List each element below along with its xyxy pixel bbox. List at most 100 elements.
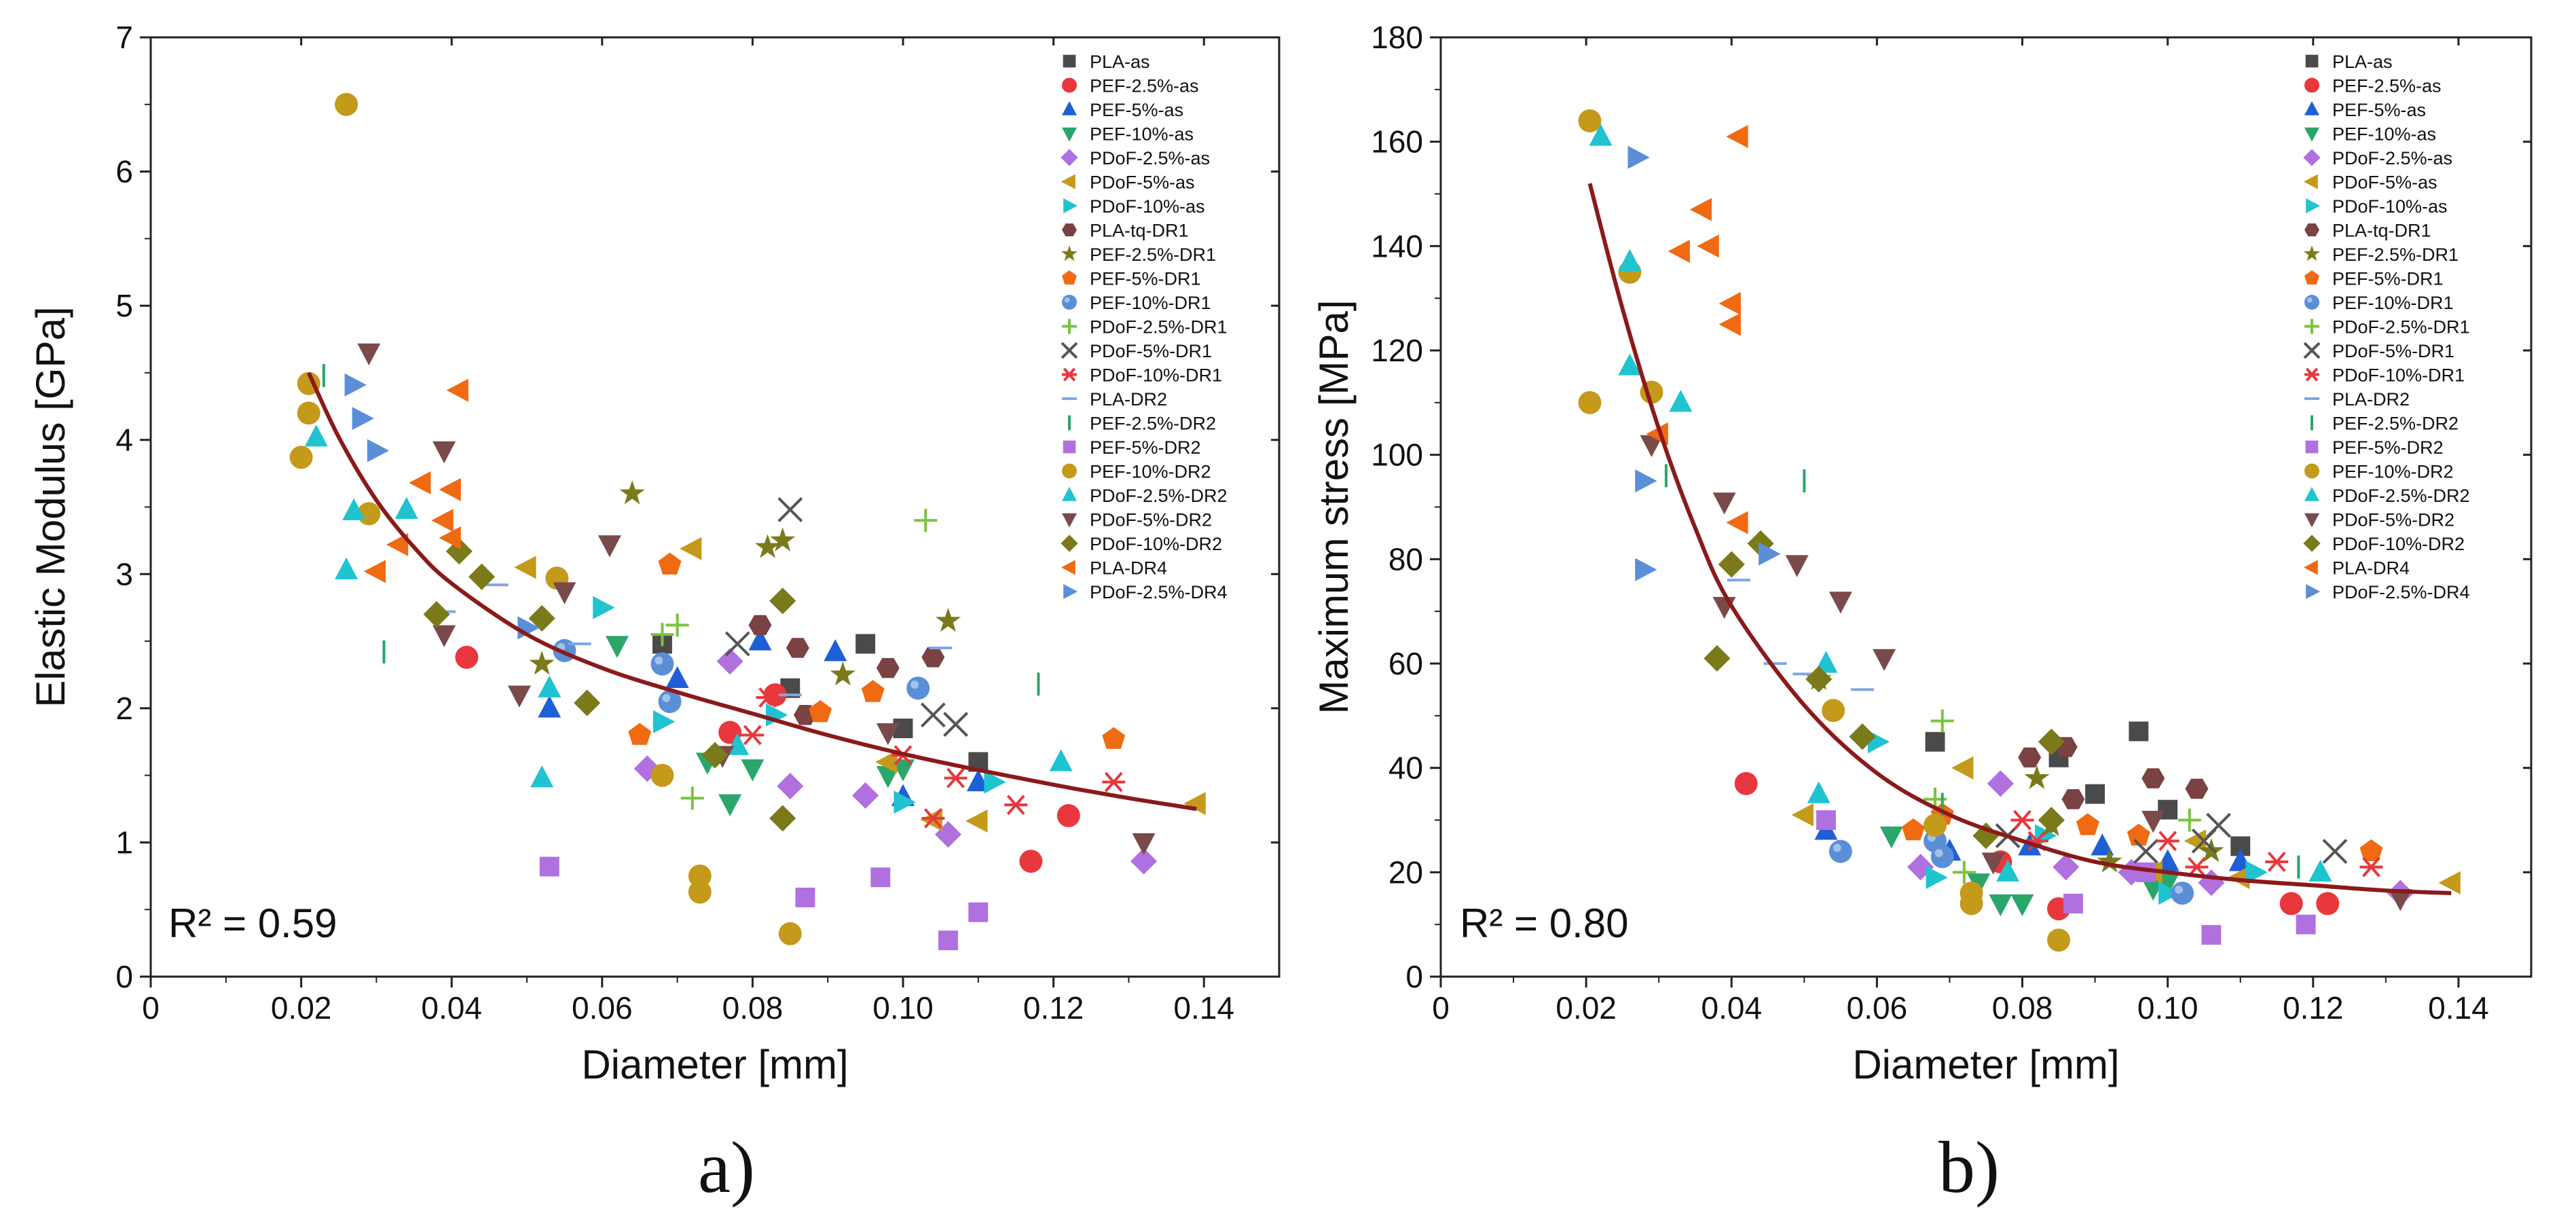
data-point [335, 557, 358, 579]
legend-label: PDoF-10%-as [1090, 196, 1205, 217]
data-point [777, 497, 803, 522]
data-point [2158, 882, 2181, 905]
legend-label: PDoF-10%-as [2332, 196, 2448, 217]
legend-marker [1062, 513, 1077, 528]
data-point [538, 695, 562, 718]
series-pdof-5pct-dr2 [1640, 435, 2412, 911]
legend-label: PDoF-5%-DR1 [1090, 341, 1212, 361]
y-tick-label: 2 [115, 691, 133, 726]
data-point [1951, 756, 1974, 780]
legend-marker [1062, 463, 1077, 479]
data-point [2389, 889, 2412, 911]
data-point [386, 532, 409, 556]
data-point [593, 596, 615, 619]
series-pef-2-5pct-dr2 [322, 363, 1040, 696]
y-tick-label: 7 [115, 20, 133, 55]
legend-label: PEF-2.5%-DR2 [1090, 414, 1216, 434]
data-point [876, 723, 900, 746]
x-tick-label: 0.04 [421, 990, 482, 1026]
data-point [1102, 772, 1126, 793]
data-point [1669, 390, 1693, 412]
data-point [921, 808, 945, 829]
data-point [944, 767, 968, 789]
data-point [2053, 854, 2080, 881]
data-point [1805, 666, 1833, 693]
series-pla-dr4 [363, 378, 468, 583]
data-point [628, 723, 652, 745]
data-point-highlight [1833, 844, 1841, 852]
data-point [921, 647, 945, 668]
data-point [2129, 721, 2149, 742]
legend-label: PEF-10%-DR2 [2332, 462, 2454, 482]
series-pef-5pct-dr1 [628, 552, 1126, 749]
data-point [769, 587, 796, 615]
data-point [1718, 551, 1745, 578]
legend-label: PEF-10%-DR1 [2332, 293, 2454, 313]
legend-label: PDoF-5%-DR2 [1090, 510, 1212, 530]
series-pdof-2-5pct-dr1 [650, 509, 938, 810]
y-tick-label: 1 [115, 825, 133, 860]
data-point [2076, 813, 2099, 835]
data-point [2308, 859, 2332, 882]
legend-label: PDoF-5%-as [2332, 173, 2437, 193]
y-tick-label: 40 [1388, 750, 1423, 786]
data-point [605, 636, 629, 658]
legend-label: PDoF-10%-DR2 [2332, 534, 2465, 554]
legend-marker [1062, 486, 1077, 501]
data-point [2322, 839, 2348, 865]
data-point [446, 378, 468, 402]
data-point [2061, 789, 2085, 810]
data-point [2063, 893, 2083, 913]
data-point [1019, 850, 1043, 873]
data-point [2316, 892, 2340, 916]
data-point [701, 742, 729, 769]
data-point [289, 446, 313, 469]
data-point [2091, 833, 2114, 856]
data-point [597, 535, 621, 558]
x-tick-label: 0.06 [1847, 990, 1908, 1026]
data-point [2038, 806, 2065, 834]
data-point [1726, 124, 1748, 148]
data-point [1814, 651, 1838, 673]
legend-marker [2303, 560, 2318, 575]
data-point [652, 710, 676, 733]
data-point [1987, 770, 2014, 797]
legend-label: PEF-10%-as [2332, 124, 2436, 145]
series-pef-10pct-dr1 [1828, 829, 2194, 905]
data-point [688, 880, 712, 904]
data-point [1635, 558, 1657, 581]
data-point [423, 601, 450, 628]
legend-label: PDoF-10%-DR1 [1090, 365, 1222, 386]
legend-label: PEF-2.5%-DR1 [1090, 244, 1216, 265]
legend-marker [1061, 245, 1078, 261]
y-tick-label: 4 [115, 422, 133, 458]
y-tick-label: 180 [1371, 20, 1423, 55]
x-tick-label: 0.12 [2283, 990, 2344, 1026]
legend-label: PLA-as [2332, 52, 2393, 72]
series-pdof-2-5pct-dr1 [1924, 709, 2201, 884]
data-point [2184, 829, 2207, 853]
data-point [2141, 810, 2165, 833]
data-point [2279, 892, 2303, 916]
data-point [297, 401, 320, 425]
data-point [741, 759, 765, 782]
legend-label: PEF-2.5%-DR1 [2332, 244, 2459, 265]
data-point [1712, 492, 1736, 515]
data-point [2245, 860, 2268, 884]
data-point [680, 786, 704, 810]
legend-marker [1063, 54, 1076, 68]
series-pdof-10pct-dr2 [1704, 530, 2065, 850]
x-tick-label: 0.14 [2428, 990, 2489, 1026]
legend-label: PEF-5%-as [2332, 100, 2426, 120]
x-tick-label: 0.04 [1701, 990, 1763, 1026]
legend-marker-highlight [1064, 297, 1070, 303]
series-pdof-10pct-dr1 [741, 687, 1126, 829]
legend-marker [2303, 174, 2318, 189]
data-point [1627, 145, 1650, 169]
data-point [2359, 856, 2383, 877]
legend-marker [2304, 127, 2319, 142]
data-point [1828, 839, 1852, 863]
legend: PLA-as PEF-2.5%-as PEF-5%-as PEF-10%-as PDoF… [1061, 52, 1228, 602]
data-point [1828, 592, 1852, 614]
r-squared-annotation: R² = 0.59 [168, 901, 337, 946]
